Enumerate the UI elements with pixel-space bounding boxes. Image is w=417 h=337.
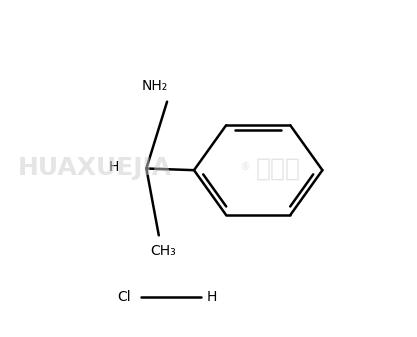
Text: Cl: Cl: [117, 290, 131, 304]
Text: H: H: [109, 160, 119, 174]
Text: NH₂: NH₂: [141, 79, 168, 93]
Text: 化学加: 化学加: [256, 156, 301, 181]
Text: ®: ®: [240, 162, 251, 172]
Text: HUAXUEJIA: HUAXUEJIA: [18, 156, 172, 181]
Text: CH₃: CH₃: [150, 244, 176, 258]
Text: H: H: [207, 290, 217, 304]
